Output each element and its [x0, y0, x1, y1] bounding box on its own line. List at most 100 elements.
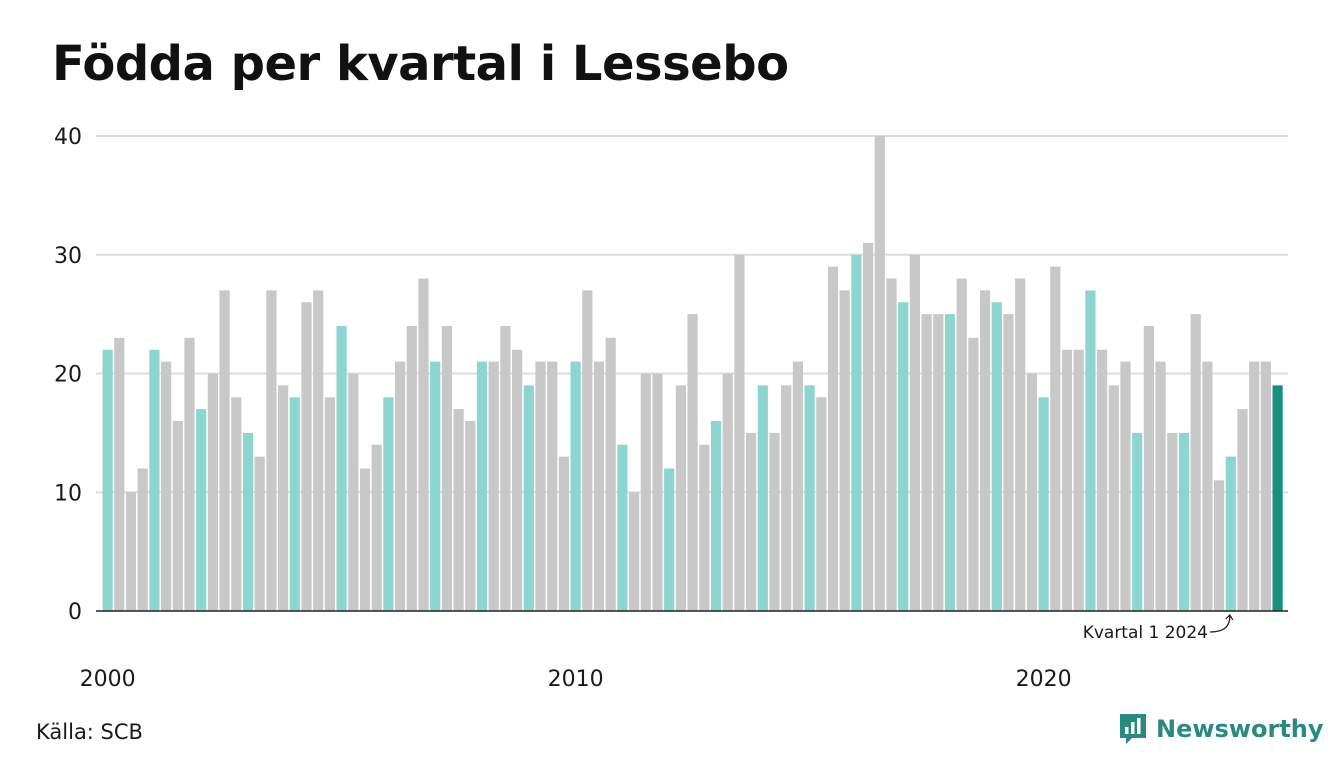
bar — [1061, 349, 1073, 611]
bar — [465, 421, 476, 611]
bar — [1085, 290, 1096, 611]
y-tick-label: 20 — [54, 363, 82, 388]
bar — [289, 397, 300, 611]
bar — [137, 468, 148, 611]
bar — [418, 278, 429, 611]
bar — [476, 361, 488, 611]
annotation-arrow — [1209, 614, 1234, 633]
bar — [1015, 278, 1026, 611]
y-tick-label: 30 — [54, 244, 82, 269]
bar — [500, 326, 511, 611]
bar — [582, 290, 593, 611]
bar — [863, 242, 874, 611]
y-axis-ticks: 0 10 20 30 40 — [54, 125, 82, 625]
bar — [839, 290, 850, 611]
bar — [1132, 432, 1143, 611]
bar — [453, 409, 464, 611]
bar — [991, 302, 1002, 611]
bar — [1143, 326, 1154, 611]
bar — [898, 302, 909, 611]
bar — [441, 326, 452, 611]
bar — [1050, 266, 1061, 611]
bar — [301, 302, 312, 611]
bar — [1260, 361, 1271, 611]
bar — [593, 361, 605, 611]
bar — [547, 361, 558, 611]
bar — [570, 361, 581, 611]
bar — [675, 385, 686, 611]
bar — [816, 397, 827, 611]
bar — [359, 468, 371, 611]
y-tick-label: 40 — [54, 125, 82, 150]
bar — [629, 492, 640, 611]
bar — [161, 361, 172, 611]
bar — [324, 397, 335, 611]
bar — [1178, 432, 1190, 611]
bar — [781, 385, 792, 611]
bar — [699, 444, 710, 611]
bar — [488, 361, 499, 611]
bar — [149, 349, 160, 611]
annotation-label: Kvartal 1 2024 — [1083, 623, 1208, 643]
bar — [757, 385, 768, 611]
bar — [851, 254, 862, 611]
brand-name: Newsworthy — [1156, 715, 1324, 743]
bar — [371, 444, 382, 611]
y-tick-label: 10 — [54, 481, 82, 506]
bar — [968, 337, 979, 611]
x-tick-label: 2020 — [1016, 667, 1072, 692]
bar — [687, 314, 698, 611]
bar-chart: 0 10 20 30 40 2000 2010 2020 Kvartal 1 2024 — [54, 125, 1288, 692]
bar — [1167, 432, 1178, 611]
bar — [523, 385, 534, 611]
bar — [746, 432, 757, 611]
bar — [1108, 385, 1119, 611]
bar — [1026, 373, 1037, 611]
bar — [196, 409, 207, 611]
bar — [1097, 349, 1108, 611]
bar — [254, 456, 265, 611]
bar — [430, 361, 441, 611]
bar — [769, 432, 780, 611]
bar — [827, 266, 839, 611]
bar — [1120, 361, 1131, 611]
bar — [933, 314, 944, 611]
bar — [980, 290, 991, 611]
bar — [944, 314, 956, 611]
bar — [313, 290, 324, 611]
bar — [1214, 480, 1225, 611]
bar — [1038, 397, 1049, 611]
bar — [792, 361, 803, 611]
y-tick-label: 0 — [68, 600, 82, 625]
x-axis-ticks: 2000 2010 2020 — [80, 667, 1072, 692]
newsworthy-logo-icon — [1120, 714, 1146, 744]
bar — [1272, 385, 1283, 611]
bar — [1073, 349, 1084, 611]
bar — [172, 421, 183, 611]
bar — [102, 349, 113, 611]
x-tick-label: 2010 — [548, 667, 604, 692]
bar — [336, 326, 347, 611]
bar — [558, 456, 569, 611]
bar — [886, 278, 897, 611]
bar — [1155, 361, 1166, 611]
bar — [1225, 456, 1236, 611]
bar — [184, 337, 195, 611]
bar — [956, 278, 967, 611]
bar — [348, 373, 359, 611]
bar — [640, 373, 651, 611]
latest-annotation: Kvartal 1 2024 — [1083, 614, 1234, 643]
chart-title: Födda per kvartal i Lessebo — [52, 36, 789, 92]
brand-logo: Newsworthy — [1118, 712, 1324, 746]
bar — [1003, 314, 1014, 611]
x-tick-label: 2000 — [80, 667, 136, 692]
bar — [664, 468, 675, 611]
bar — [535, 361, 546, 611]
bar — [125, 492, 137, 611]
bar — [278, 385, 289, 611]
bar — [242, 432, 254, 611]
bar — [395, 361, 406, 611]
bar — [710, 421, 722, 611]
bar — [219, 290, 230, 611]
bar — [605, 337, 616, 611]
